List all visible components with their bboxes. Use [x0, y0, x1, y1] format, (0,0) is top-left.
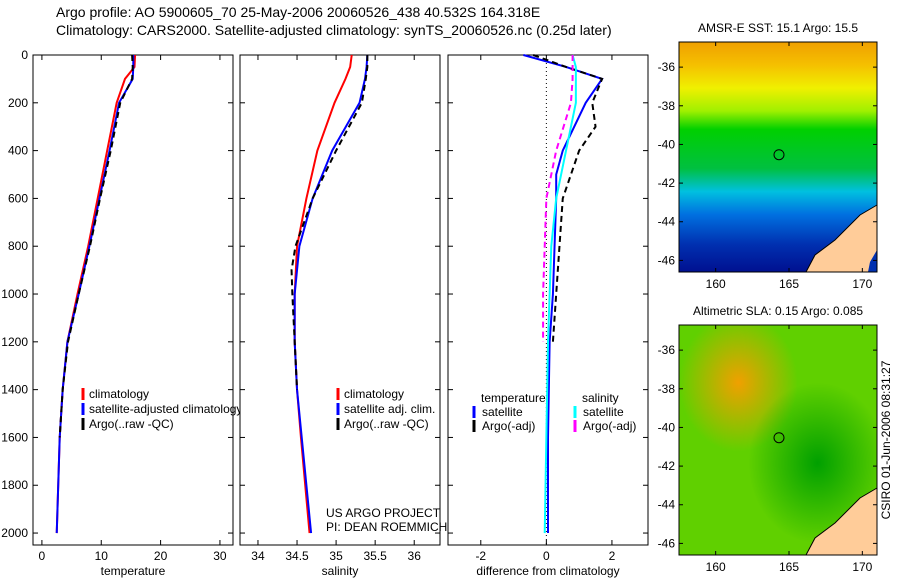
x-axis-label: salinity — [322, 564, 359, 578]
y-tick-label: -44 — [658, 215, 676, 229]
x-tick-label: 2 — [609, 549, 616, 563]
x-tick-label: 170 — [852, 560, 872, 574]
legend-label: climatology — [344, 387, 404, 401]
map-title: Altimetric SLA: 0.15 Argo: 0.085 — [693, 304, 863, 318]
x-tick-label: 34.5 — [285, 549, 309, 563]
y-tick-label: -46 — [658, 536, 676, 550]
x-tick-label: 35 — [329, 549, 343, 563]
credit: US ARGO PROJECT PI: DEAN ROEMMICH — [326, 506, 447, 534]
y-tick-label: 600 — [8, 191, 28, 205]
x-tick-label: -2 — [475, 549, 486, 563]
x-tick-label: 165 — [779, 277, 799, 291]
y-tick-label: -38 — [658, 382, 676, 396]
y-tick-label: 400 — [8, 144, 28, 158]
series-line-salinity-argo-adj- — [542, 55, 574, 342]
series-line-salinity-satellite — [543, 54, 577, 534]
x-tick-label: 0 — [39, 549, 46, 563]
argo-position-marker — [773, 432, 785, 444]
map-frame — [678, 324, 878, 556]
legend-label: Argo(-adj) — [583, 419, 636, 433]
y-tick-label: -40 — [658, 137, 676, 151]
x-axis-label: difference from climatology — [476, 564, 619, 578]
y-tick-label: 1600 — [1, 430, 28, 444]
x-tick-label: 35.5 — [363, 549, 387, 563]
figure-title-line2: Climatology: CARS2000. Satellite-adjuste… — [56, 22, 612, 38]
x-tick-label: 165 — [779, 560, 799, 574]
legend-label: satellite adj. clim. — [344, 402, 435, 416]
y-tick-label: 1200 — [1, 335, 28, 349]
legend-label: satellite-adjusted climatology — [89, 402, 242, 416]
legend-header: salinity — [582, 391, 619, 405]
y-tick-label: 1000 — [1, 287, 28, 301]
timestamp-stamp: CSIRO 01-Jun-2006 08:31:27 — [879, 360, 893, 520]
x-tick-label: 170 — [852, 277, 872, 291]
x-tick-label: 20 — [154, 549, 168, 563]
y-tick-label: 800 — [8, 239, 28, 253]
credit-line1: US ARGO PROJECT — [326, 506, 441, 520]
y-tick-label: -42 — [658, 176, 676, 190]
series-line-argo-raw-qc- — [58, 54, 134, 438]
x-tick-label: 36 — [408, 549, 422, 563]
plot-frame — [32, 54, 234, 546]
y-tick-label: 200 — [8, 96, 28, 110]
legend-label: Argo(-adj) — [482, 419, 535, 433]
profile-panel-1: 0 10 20 30 0 200 400 600 800 1000 1200 1400 1600 1800… — [1, 48, 242, 578]
y-tick-label: -44 — [658, 498, 676, 512]
y-tick-label: 0 — [21, 48, 28, 62]
series-line-temperature-satellite — [523, 54, 604, 534]
series-line-temperature-argo-adj- — [532, 54, 604, 342]
legend-label: climatology — [89, 387, 149, 401]
x-tick-label: 160 — [706, 277, 726, 291]
sst-map-ocean-corner — [868, 250, 877, 272]
y-tick-label: 1800 — [1, 478, 28, 492]
y-tick-label: -36 — [658, 343, 676, 357]
x-axis-label: temperature — [101, 564, 166, 578]
legend-header: temperature — [481, 391, 546, 405]
plot-frame — [239, 54, 441, 546]
y-tick-label: -46 — [658, 253, 676, 267]
legend-label: Argo(..raw -QC) — [89, 417, 174, 431]
y-tick-label: -36 — [658, 60, 676, 74]
legend-label: satellite — [482, 405, 523, 419]
y-tick-label: -42 — [658, 459, 676, 473]
y-tick-label: -38 — [658, 99, 676, 113]
legend-label: satellite — [583, 405, 624, 419]
credit-line2: PI: DEAN ROEMMICH — [326, 520, 448, 534]
argo-position-marker — [773, 149, 785, 161]
y-tick-label: -40 — [658, 420, 676, 434]
x-tick-label: 160 — [706, 560, 726, 574]
y-tick-label: 1400 — [1, 383, 28, 397]
x-tick-label: 30 — [213, 549, 227, 563]
figure-title-line1: Argo profile: AO 5900605_70 25-May-2006 … — [56, 4, 541, 20]
x-tick-label: 34 — [251, 549, 265, 563]
legend-label: Argo(..raw -QC) — [344, 417, 429, 431]
series-line-argo-raw-qc- — [290, 55, 369, 390]
map-title: AMSR-E SST: 15.1 Argo: 15.5 — [698, 21, 858, 35]
map-frame — [678, 41, 878, 273]
profile-panel-2: 34 34.5 35 35.5 36 salinity climatologysatelli… — [239, 54, 441, 578]
x-tick-label: 0 — [543, 549, 550, 563]
x-tick-label: 10 — [95, 549, 109, 563]
y-tick-label: 2000 — [1, 526, 28, 540]
